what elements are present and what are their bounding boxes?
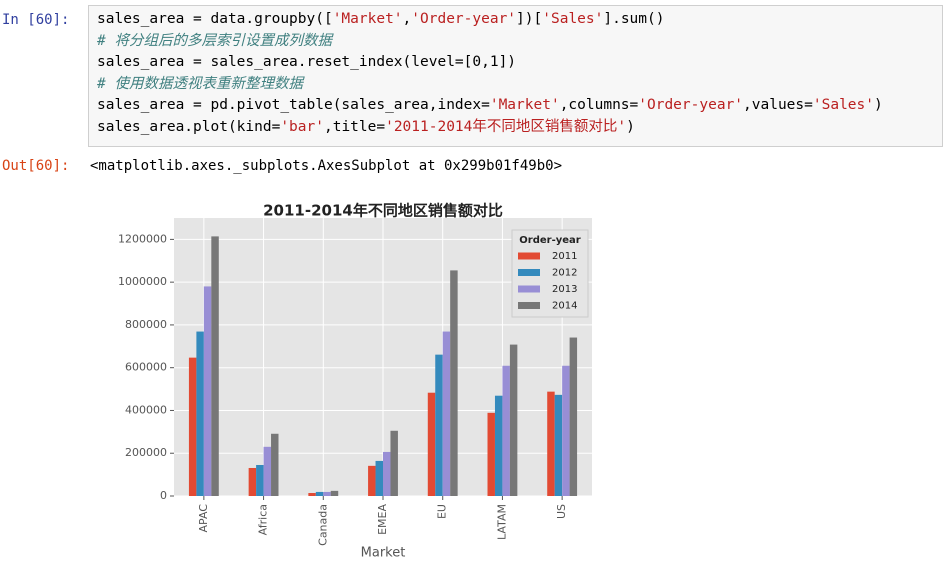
- x-tick-label: LATAM: [495, 504, 508, 540]
- chart-title: 2011-2014年不同地区销售额对比: [263, 202, 503, 220]
- bar: [248, 467, 257, 496]
- bar: [569, 337, 578, 496]
- bar: [330, 490, 339, 496]
- legend-label: 2012: [552, 268, 577, 279]
- bar: [308, 493, 316, 496]
- legend-label: 2013: [552, 284, 577, 295]
- code-token: sales_area = sales_area.reset_index(leve…: [97, 54, 517, 70]
- output-text: <matplotlib.axes._subplots.AxesSubplot a…: [90, 158, 563, 174]
- code-token: 'Market': [332, 11, 403, 27]
- bar: [263, 446, 272, 496]
- code-token: sales_area.plot(kind=: [97, 118, 281, 135]
- bar: [547, 391, 555, 496]
- bar: [368, 465, 376, 496]
- y-tick-label: 200000: [125, 446, 167, 459]
- code-token: sales_area = pd.pivot_table(sales_area,i…: [97, 97, 490, 113]
- bar: [442, 331, 451, 496]
- bar: [494, 395, 503, 496]
- code-token: 'bar': [280, 118, 324, 135]
- code-line: sales_area = pd.pivot_table(sales_area,i…: [97, 95, 934, 117]
- bar: [271, 433, 279, 496]
- y-tick-label: 400000: [125, 403, 167, 416]
- code-token: # 将分组后的多层索引设置成列数据: [97, 32, 332, 49]
- bar: [390, 430, 398, 496]
- code-token: 'Sales': [812, 97, 874, 113]
- code-token: ].sum(): [603, 11, 665, 27]
- y-tick-label: 0: [160, 489, 167, 502]
- code-token: ,title=: [323, 118, 386, 135]
- x-tick-label: Canada: [316, 504, 329, 546]
- legend-label: 2014: [552, 301, 577, 312]
- in-prompt: In [60]:: [2, 12, 70, 28]
- bar: [211, 236, 219, 497]
- code-token: 'Sales': [542, 11, 604, 27]
- bar: [502, 365, 510, 496]
- bar: [383, 451, 391, 496]
- bar: [562, 365, 570, 496]
- legend-label: 2011: [552, 251, 577, 262]
- code-line: sales_area = sales_area.reset_index(leve…: [97, 52, 934, 74]
- y-tick-label: 600000: [125, 361, 167, 374]
- code-token: 'Order-year': [411, 11, 517, 27]
- code-token: ,values=: [743, 97, 813, 113]
- bar: [188, 357, 197, 496]
- y-tick-label: 1200000: [118, 232, 167, 245]
- code-line: # 将分组后的多层索引设置成列数据: [97, 31, 934, 53]
- code-token: # 使用数据透视表重新整理数据: [97, 75, 303, 92]
- code-line: # 使用数据透视表重新整理数据: [97, 74, 934, 96]
- code-token: '2011-2014年不同地区销售额对比': [385, 118, 627, 135]
- bar: [323, 491, 331, 496]
- bar: [435, 354, 443, 496]
- legend-title: Order-year: [519, 235, 581, 246]
- y-tick-label: 1000000: [118, 275, 167, 288]
- bar: [256, 464, 264, 496]
- bar: [450, 270, 458, 496]
- code-token: ,: [402, 11, 412, 27]
- x-tick-label: US: [555, 504, 568, 519]
- code-token: ,columns=: [559, 97, 639, 113]
- bar: [509, 344, 518, 496]
- code-token: 'Order-year': [638, 97, 744, 113]
- bar: [315, 491, 324, 496]
- legend-swatch: [518, 302, 540, 309]
- code-line: sales_area = data.groupby(['Market','Ord…: [97, 9, 934, 31]
- x-tick-label: APAC: [197, 504, 210, 533]
- bar: [427, 392, 436, 496]
- code-token: 'Market': [489, 97, 560, 113]
- out-prompt: Out[60]:: [2, 158, 70, 174]
- legend-swatch: [518, 252, 540, 260]
- code-line: sales_area.plot(kind='bar',title='2011-2…: [97, 117, 934, 139]
- code-token: ])[: [516, 11, 543, 27]
- legend-swatch: [518, 269, 540, 276]
- x-tick-label: Africa: [257, 504, 270, 535]
- code-token: ): [626, 118, 635, 135]
- code-token: sales_area = data.groupby([: [97, 11, 333, 27]
- legend-swatch: [518, 285, 540, 293]
- x-tick-label: EMEA: [376, 504, 389, 535]
- code-cell[interactable]: sales_area = data.groupby(['Market','Ord…: [88, 5, 943, 147]
- bar: [196, 331, 204, 496]
- bar: [487, 412, 495, 496]
- code-token: ): [873, 97, 883, 113]
- bar: [554, 394, 563, 496]
- x-tick-label: EU: [436, 504, 449, 519]
- bar: [375, 460, 383, 496]
- bar: [203, 286, 212, 496]
- y-tick-label: 800000: [125, 318, 167, 331]
- x-axis-label: Market: [361, 546, 406, 561]
